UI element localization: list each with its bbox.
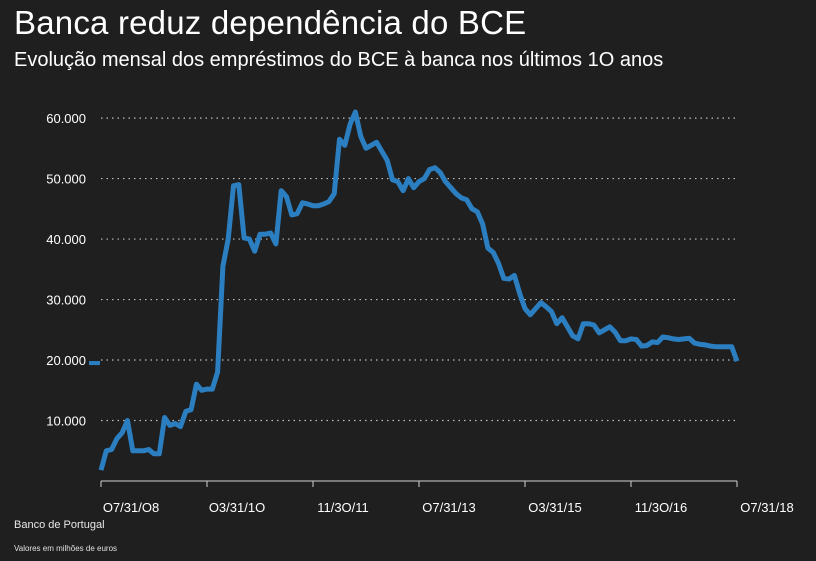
chart-subtitle: Evolução mensal dos empréstimos do BCE à… — [14, 49, 664, 71]
y-tick-label: 30.000 — [46, 293, 86, 308]
x-tick-label: O7/31/O8 — [103, 500, 159, 515]
y-tick-label: 60.000 — [46, 111, 86, 126]
x-axis — [100, 480, 738, 487]
x-tick-label: O3/31/1O — [209, 500, 265, 515]
chart-title: Banca reduz dependência do BCE — [14, 4, 527, 41]
x-tick-label: O7/31/13 — [422, 500, 476, 515]
source-label: Banco de Portugal — [14, 519, 105, 531]
x-tick-label: 11/3O/16 — [635, 500, 688, 515]
series-layer — [89, 109, 740, 471]
units-note: Valores em milhões de euros — [14, 544, 118, 553]
y-tick-label: 40.000 — [46, 232, 86, 247]
series-line — [98, 109, 740, 471]
y-tick-label: 10.000 — [46, 414, 86, 429]
x-axis-labels: O7/31/O8 O3/31/1O 11/3O/11 O7/31/13 O3/31/15… — [103, 500, 794, 515]
y-gridlines — [101, 117, 737, 422]
y-axis-labels: 10.000 20.000 30.000 40.000 50.000 60.000 — [46, 111, 86, 428]
x-tick-label: O7/31/18 — [740, 500, 794, 515]
x-tick-label: O3/31/15 — [528, 500, 582, 515]
y-tick-label: 50.000 — [46, 172, 86, 187]
y-tick-label: 20.000 — [46, 353, 86, 368]
x-tick-label: 11/3O/11 — [317, 500, 369, 515]
